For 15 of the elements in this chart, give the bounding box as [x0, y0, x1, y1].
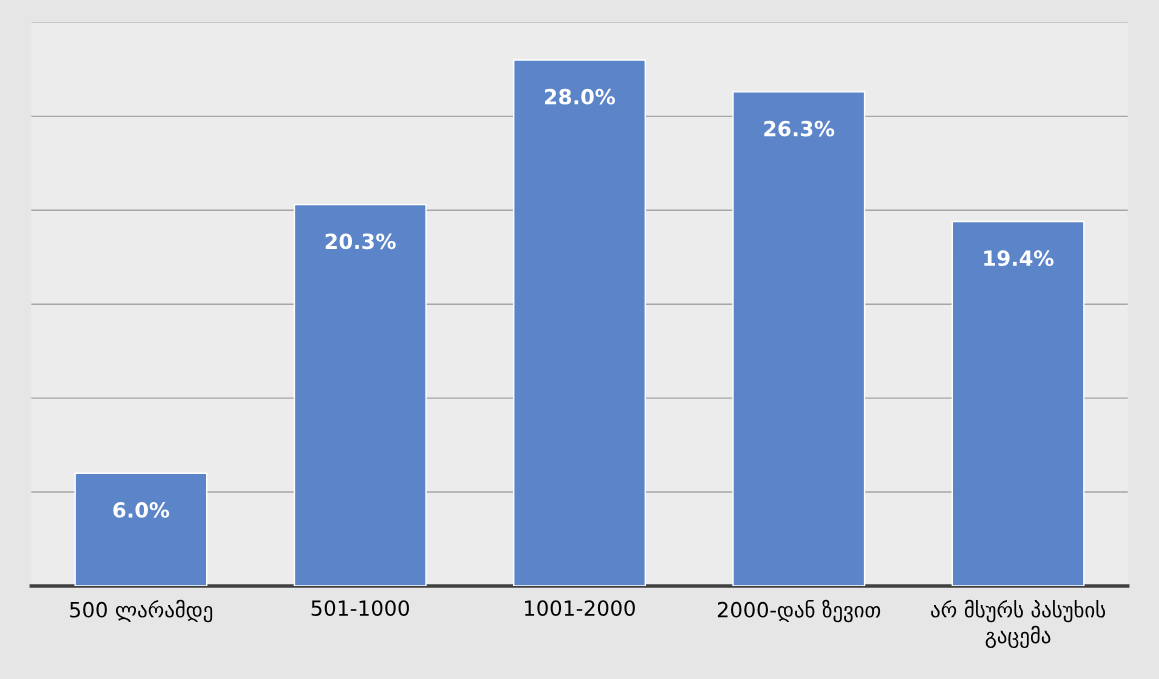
data-label: 20.3% — [325, 233, 396, 250]
x-tick-label: 501-1000 — [311, 600, 409, 616]
x-tick-label: არ მსურს პასუხის გაცემა — [931, 599, 1106, 649]
bar — [732, 91, 866, 586]
bar — [951, 220, 1085, 586]
data-label: 6.0% — [113, 502, 170, 518]
bar — [74, 472, 208, 586]
data-label: 26.3% — [764, 120, 835, 137]
x-tick-label: 500 ლარამდე — [70, 599, 213, 623]
data-label: 28.0% — [545, 88, 615, 105]
data-label: 19.4% — [984, 250, 1054, 267]
x-tick-label: 1001-2000 — [525, 600, 635, 616]
bar — [293, 203, 427, 586]
bar — [513, 59, 646, 586]
x-tick-label: 2000-დან ზევით — [717, 599, 881, 623]
